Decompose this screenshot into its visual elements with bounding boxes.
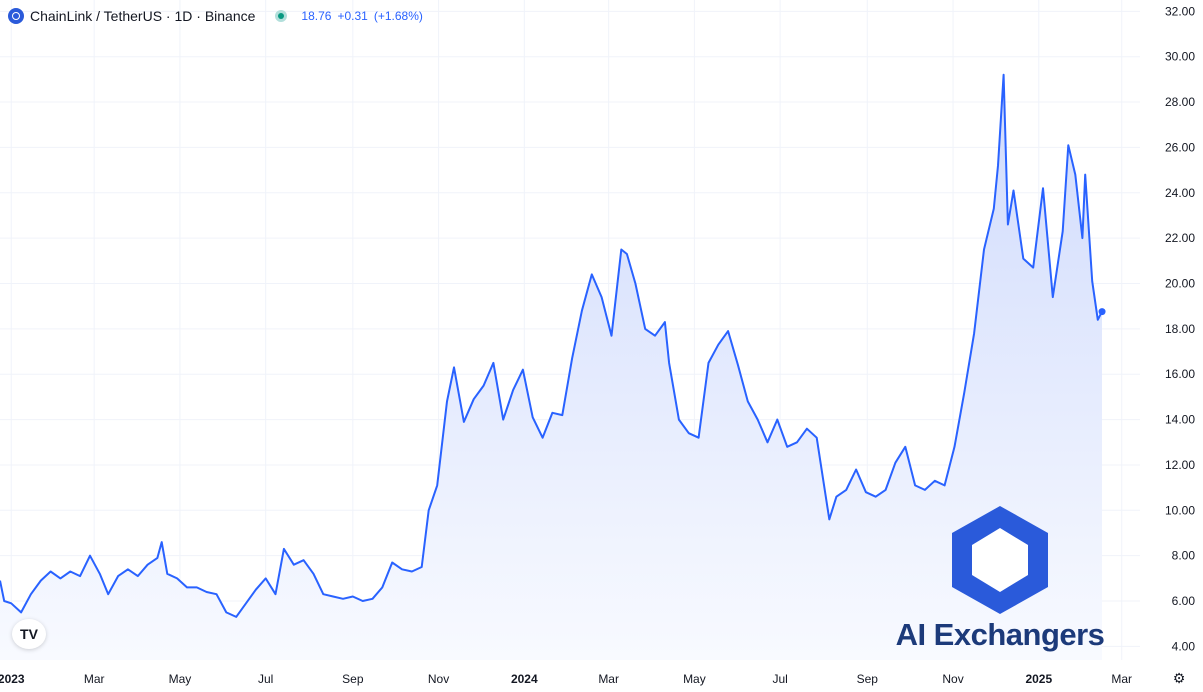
x-tick-label: Nov (428, 672, 449, 686)
y-tick-label: 20.00 (1165, 277, 1195, 291)
chart-header: ChainLink / TetherUS · 1D · Binance 18.7… (8, 6, 423, 26)
last-price-point (1098, 308, 1106, 316)
y-tick-label: 32.00 (1165, 4, 1195, 18)
x-tick-label: Nov (942, 672, 963, 686)
x-tick-label: Mar (1111, 672, 1132, 686)
y-tick-label: 4.00 (1172, 639, 1196, 653)
x-tick-label: 2024 (511, 672, 538, 686)
x-tick-label: Jul (258, 672, 273, 686)
y-tick-label: 18.00 (1165, 322, 1195, 336)
x-tick-label: Sep (857, 672, 879, 686)
x-tick-label: May (683, 672, 706, 686)
symbol-title[interactable]: ChainLink / TetherUS · 1D · Binance (30, 8, 256, 24)
tradingview-logo-text: TV (20, 626, 38, 642)
y-tick-label: 22.00 (1165, 231, 1195, 245)
y-tick-label: 16.00 (1165, 367, 1195, 381)
watermark-text: AI Exchangers (895, 617, 1105, 652)
y-tick-label: 14.00 (1165, 413, 1195, 427)
y-tick-label: 12.00 (1165, 458, 1195, 472)
y-tick-label: 30.00 (1165, 50, 1195, 64)
x-tick-label: Mar (84, 672, 105, 686)
y-tick-label: 26.00 (1165, 140, 1195, 154)
watermark: AI Exchangers (890, 502, 1110, 662)
price-area-fill (0, 74, 1102, 661)
x-axis[interactable]: 2023 Mar May Jul Sep Nov 2024 Mar May Jul Sep Nov 20… (0, 672, 1132, 686)
x-tick-label: 2025 (1025, 672, 1052, 686)
gear-icon[interactable]: ⚙ (1172, 670, 1186, 686)
x-tick-label: Mar (598, 672, 619, 686)
tradingview-logo-icon[interactable]: TV (12, 619, 46, 649)
market-status-dot-icon[interactable] (275, 10, 288, 22)
chainlink-icon (8, 8, 24, 24)
x-tick-label: May (169, 672, 192, 686)
x-tick-label: Sep (342, 672, 364, 686)
y-tick-label: 28.00 (1165, 95, 1195, 109)
x-tick-label: 2023 (0, 672, 25, 686)
y-tick-label: 6.00 (1172, 594, 1196, 608)
y-tick-label: 10.00 (1165, 503, 1195, 517)
y-tick-label: 8.00 (1172, 549, 1196, 563)
price-change: +0.31 (337, 9, 368, 23)
x-tick-label: Jul (772, 672, 787, 686)
price-quote: 18.76 +0.31 (+1.68%) (301, 9, 422, 23)
price-change-pct: (+1.68%) (373, 9, 423, 23)
y-tick-label: 24.00 (1165, 186, 1195, 200)
last-price: 18.76 (301, 9, 332, 23)
y-axis[interactable]: 32.00 30.00 28.00 26.00 24.00 22.00 20.00 18.00… (1165, 4, 1195, 653)
chainlink-hexagon-icon (952, 506, 1048, 614)
price-line (0, 73, 1103, 618)
